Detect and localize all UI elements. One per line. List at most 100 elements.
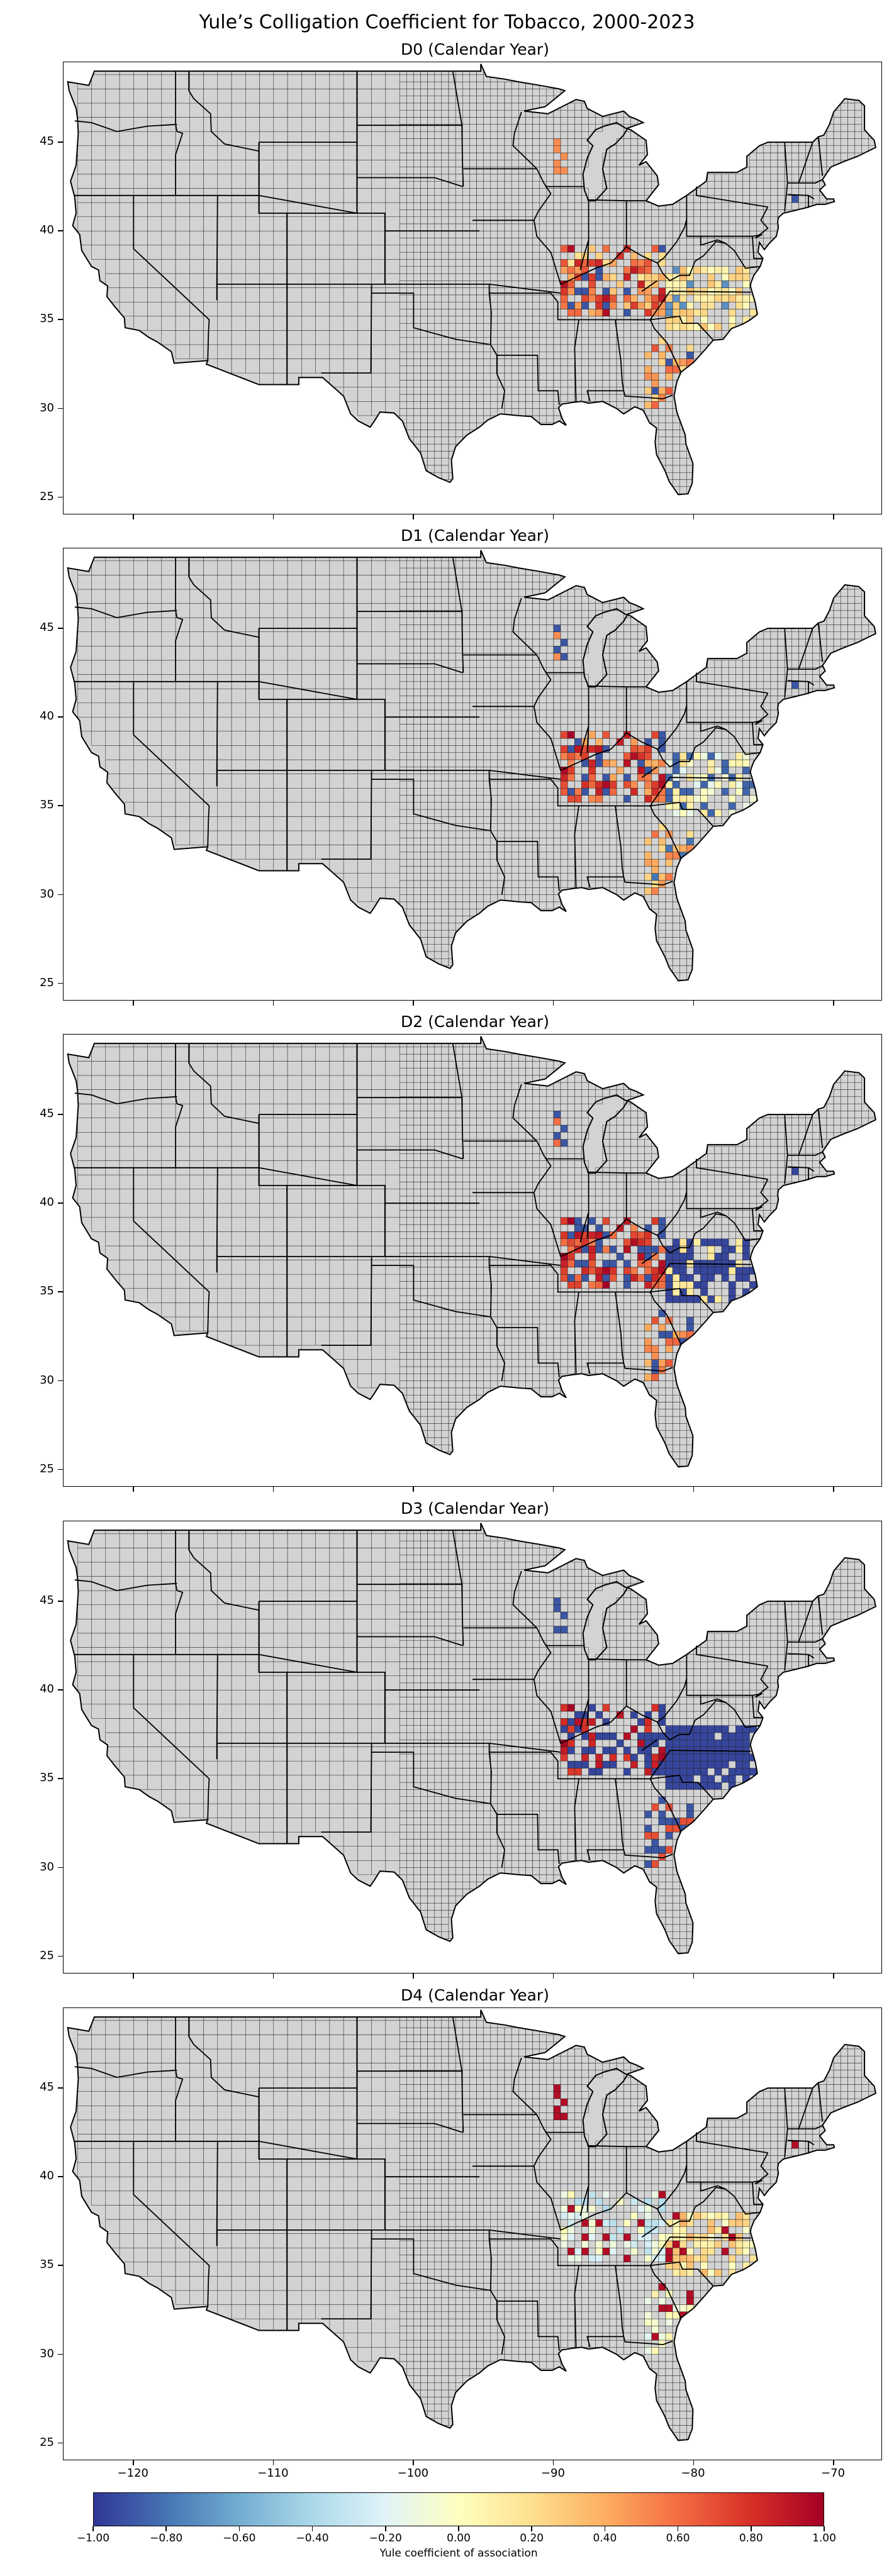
county-cell [630,709,638,718]
county-cell [189,301,204,317]
county-cell [476,188,484,196]
county-cell [581,596,589,604]
county-cell [546,394,554,402]
county-cell [525,259,533,267]
county-cell [259,216,274,231]
county-cell [560,667,568,675]
county-cell [581,767,589,774]
county-cell [455,696,463,703]
county-cell [511,674,519,682]
county-cell-colored [623,780,631,789]
county-cell [532,894,540,902]
county-cell [476,816,484,824]
county-cell [609,731,617,739]
county-cell [105,202,120,217]
county-cell [406,638,414,647]
county-cell [504,852,512,860]
county-cell [203,745,218,760]
county-cell-colored [588,273,596,281]
county-cell [476,724,484,732]
county-cell [371,301,386,317]
county-cell [147,631,162,647]
county-cell-colored [630,259,638,267]
county-cell [665,238,673,246]
county-cell [175,330,190,345]
county-cell [609,238,617,246]
county-cell [651,365,659,374]
county-cell [413,802,421,810]
county-cell [630,852,638,860]
county-cell [546,238,554,246]
county-cell [511,638,519,647]
county-cell [630,716,638,724]
county-cell [476,880,484,888]
county-cell [329,245,344,260]
county-cell [455,752,463,760]
county-cell [567,372,575,380]
county-cell [441,344,449,352]
county-cell [434,830,442,838]
county-cell [490,124,498,132]
county-cell [609,202,617,210]
county-cell [91,174,106,189]
county-cell-colored [574,745,582,753]
county-cell [301,830,316,845]
county-cell [490,117,498,125]
county-cell [483,603,491,611]
county-cell [455,716,463,724]
county-cell [273,745,288,760]
county-cell [532,887,540,895]
county-cell [504,202,512,210]
county-cell-colored [665,323,673,331]
county-cell [357,716,372,732]
county-cell [714,309,722,317]
county-cell [742,223,750,231]
county-cell [532,394,540,402]
county-cell [119,716,134,732]
county-cell [77,89,92,104]
county-cell [581,845,589,853]
county-cell [133,550,148,562]
county-cell [532,667,540,675]
county-cell [77,575,92,590]
county-cell [560,160,568,167]
county-cell [588,365,596,374]
county-cell [469,560,477,569]
county-cell [413,716,421,724]
county-cell [476,124,484,132]
county-cell [462,81,470,89]
county-cell [399,96,407,104]
county-cell [854,131,862,139]
county-cell [343,387,358,402]
county-cell [427,696,435,703]
county-cell [448,323,456,331]
county-cell [329,716,344,732]
county-cell [476,731,484,739]
county-cell [609,167,617,175]
county-cell [406,646,414,653]
county-cell [546,816,554,824]
county-cell [658,415,666,423]
county-cell [574,774,582,782]
county-cell [434,901,442,909]
county-cell [651,252,659,260]
county-cell [259,64,274,75]
county-cell [147,702,162,718]
county-cell [231,330,246,345]
county-cell [483,309,491,317]
county-cell [707,202,715,210]
county-cell [651,696,659,703]
state-boundary [754,206,769,239]
county-cell [245,103,260,118]
county-cell [455,330,463,338]
county-cell [637,667,645,675]
county-cell [567,702,575,711]
county-cell [399,301,407,309]
county-cell [525,245,533,253]
county-cell [525,174,533,182]
county-cell [539,767,547,774]
county-cell [434,646,442,653]
county-cell-colored [553,653,561,661]
county-cell [343,674,358,689]
county-cell [203,631,218,647]
